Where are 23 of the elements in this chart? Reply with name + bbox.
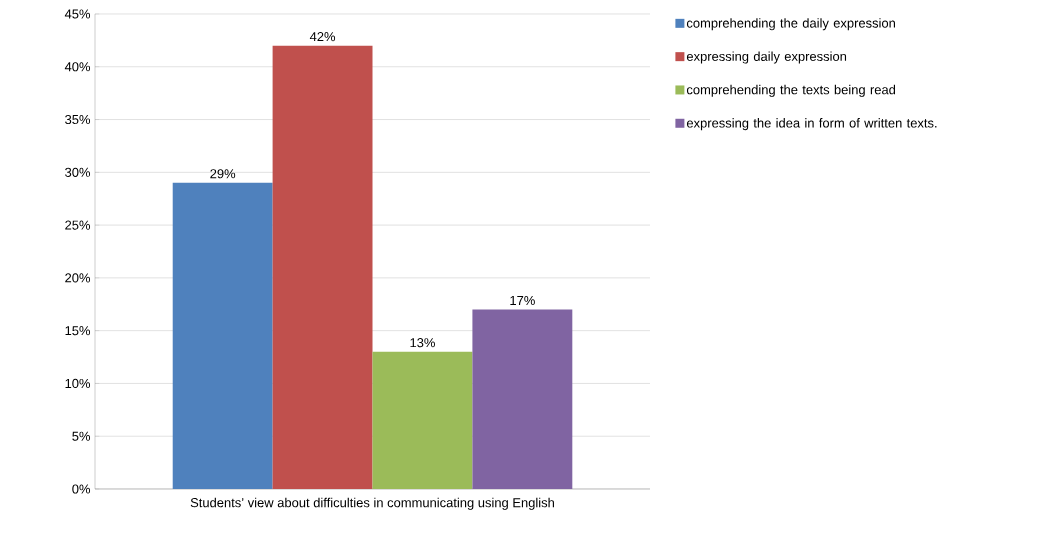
data-label: 29% (210, 169, 236, 179)
data-label: 42% (309, 32, 336, 42)
bar (172, 182, 273, 489)
y-tick-label: 10% (65, 378, 91, 389)
x-tick-label: Students’ view about difficulties in communicating using English (190, 497, 554, 510)
y-tick-label: 45% (64, 9, 91, 19)
data-label: 13% (410, 338, 435, 348)
y-tick-label: 25% (65, 220, 91, 230)
legend-label: comprehending the texts being read (686, 84, 896, 97)
data-label: 17% (510, 295, 535, 306)
y-tick-label: 0% (72, 484, 91, 494)
y-tick-label: 15% (65, 326, 91, 336)
legend-label: expressing the idea in form of written texts. (686, 118, 937, 131)
y-tick-label: 20% (65, 273, 91, 283)
legend-label: expressing daily expression (686, 51, 847, 64)
bar (472, 309, 573, 489)
y-tick-label: 30% (65, 167, 91, 177)
y-tick-label: 40% (64, 62, 91, 72)
bar (272, 45, 373, 489)
y-tick-label: 5% (72, 431, 91, 441)
bar (372, 351, 473, 489)
legend-label: comprehending the daily expression (686, 18, 895, 31)
y-tick-label: 35% (65, 114, 91, 125)
